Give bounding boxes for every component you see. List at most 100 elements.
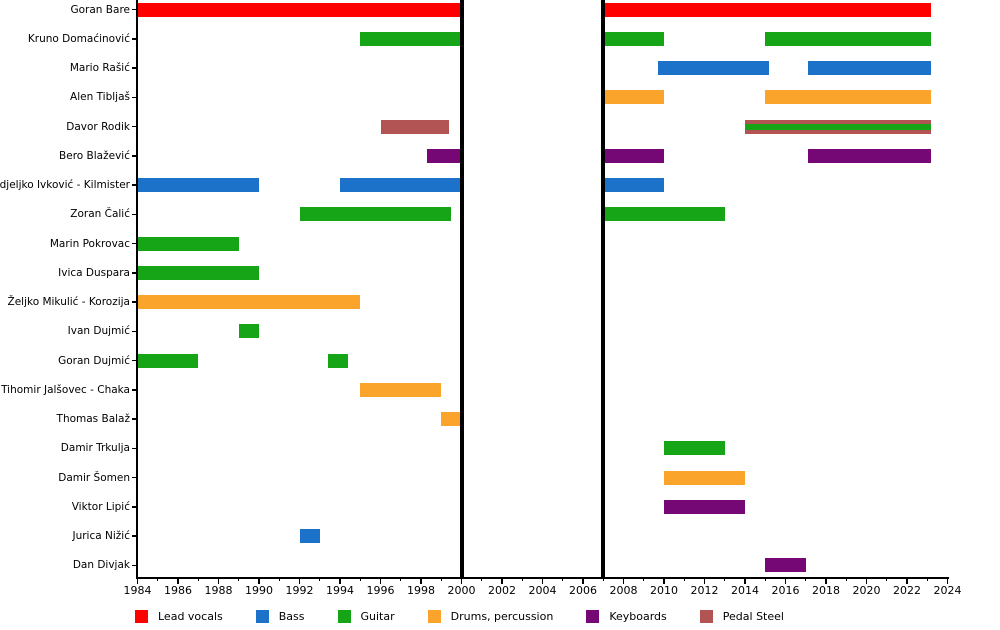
x-axis-major-tick: [420, 578, 422, 584]
timeline-bar: [605, 148, 664, 163]
legend-item: Pedal Steel: [699, 610, 784, 623]
member-label: Goran Dujmić: [58, 354, 130, 367]
x-axis-major-tick: [379, 578, 382, 584]
y-axis-tick: [132, 96, 137, 99]
member-label: Mario Rašić: [69, 62, 130, 75]
year-tick-label: 2020: [852, 583, 881, 597]
legend-item: Guitar: [337, 610, 395, 623]
legend-item: Lead vocals: [135, 610, 223, 623]
legend-item: Drums, percussion: [427, 610, 553, 623]
y-axis-tick: [132, 213, 137, 216]
legend-label: Lead vocals: [158, 610, 223, 623]
x-axis-minor-tick: [197, 578, 199, 581]
member-label: Nedjeljko Ivković - Kilmister: [0, 179, 130, 192]
year-tick-label: 1998: [407, 583, 435, 597]
timeline-bar: [765, 90, 932, 105]
x-axis-major-tick: [906, 578, 908, 584]
x-axis-minor-tick: [683, 578, 685, 581]
y-axis-tick: [132, 125, 137, 128]
timeline-bar: [605, 31, 664, 46]
timeline-bar: [664, 499, 745, 514]
x-axis-major-tick: [339, 578, 341, 584]
year-tick-label: 1984: [123, 583, 152, 597]
x-axis: [135, 576, 949, 579]
year-tick-label: 2024: [933, 583, 962, 597]
legend-item: Keyboards: [586, 610, 667, 623]
x-axis-minor-tick: [521, 578, 523, 581]
year-tick-label: 1990: [245, 583, 273, 597]
x-axis-major-tick: [298, 578, 301, 584]
year-tick-label: 2016: [771, 583, 800, 597]
y-axis-tick: [132, 8, 137, 11]
x-axis-major-tick: [865, 578, 868, 584]
y-axis: [136, 0, 138, 578]
timeline-bar: [441, 412, 462, 427]
x-axis-major-tick: [703, 578, 706, 584]
hiatus-divider-line: [459, 0, 464, 577]
hiatus-divider-line: [601, 0, 606, 577]
x-axis-minor-tick: [238, 578, 240, 581]
y-axis-tick: [132, 447, 137, 450]
x-axis-major-tick: [541, 578, 544, 584]
timeline-bar: [137, 295, 361, 310]
year-tick-label: 2002: [488, 583, 516, 597]
year-tick-label: 1988: [204, 583, 233, 597]
x-axis-minor-tick: [359, 578, 361, 581]
year-tick-label: 1996: [366, 583, 395, 597]
x-axis-minor-tick: [643, 578, 645, 581]
x-axis-major-tick: [946, 578, 949, 584]
y-axis-tick: [132, 330, 137, 333]
member-label: Alen Tibljaš: [70, 91, 130, 104]
timeline-bar: [137, 353, 199, 368]
x-axis-minor-tick: [481, 578, 483, 581]
timeline-bar: [340, 178, 462, 193]
y-axis-tick: [132, 67, 137, 69]
x-axis-major-tick: [582, 578, 584, 584]
member-label: Damir Trkulja: [60, 442, 130, 455]
timeline-bar: [427, 148, 462, 163]
timeline-bar: [137, 2, 462, 17]
legend-label: Guitar: [360, 610, 395, 623]
member-label: Damir Šomen: [58, 471, 130, 484]
year-tick-label: 2010: [650, 583, 678, 597]
member-label: Kruno Domaćinović: [27, 32, 130, 45]
timeline-bar: [238, 324, 259, 339]
member-label: Thomas Balaž: [56, 413, 130, 426]
timeline-bar: [299, 207, 452, 222]
timeline-bar: [137, 236, 239, 251]
year-tick-label: 2000: [447, 583, 476, 597]
legend-label: Pedal Steel: [722, 610, 784, 623]
x-axis-minor-tick: [400, 578, 402, 581]
timeline-bar: [605, 90, 664, 105]
x-axis-minor-tick: [805, 578, 807, 581]
x-axis-minor-tick: [724, 578, 726, 581]
year-tick-label: 1994: [326, 583, 354, 597]
legend: Lead vocals Bass Guitar Drums, percussion Ke…: [135, 610, 784, 623]
member-label: Dan Divjak: [72, 559, 130, 572]
timeline-bar: [765, 31, 932, 46]
x-axis-minor-tick: [278, 578, 280, 581]
x-axis-major-tick: [217, 578, 220, 584]
timeline-bar: [605, 2, 932, 17]
x-axis-major-tick: [744, 578, 746, 584]
y-axis-tick: [132, 506, 137, 508]
y-axis-tick: [132, 476, 137, 479]
timeline-bar: [807, 148, 932, 163]
x-axis-major-tick: [177, 578, 179, 584]
legend-label: Keyboards: [609, 610, 667, 623]
legend-item: Bass: [255, 610, 305, 623]
x-axis-major-tick: [663, 578, 665, 584]
x-axis-minor-tick: [926, 578, 928, 581]
y-axis-tick: [132, 535, 137, 537]
x-axis-minor-tick: [562, 578, 564, 581]
member-label: Zoran Čalić: [70, 208, 130, 221]
y-axis-tick: [132, 184, 137, 186]
timeline-bar: [137, 265, 259, 280]
legend-swatch: [135, 610, 148, 623]
x-axis-minor-tick: [886, 578, 888, 581]
x-axis-minor-tick: [440, 578, 442, 581]
member-label: Ivan Dujmić: [67, 325, 130, 338]
timeline-bar: [664, 441, 725, 456]
timeline-bar: [299, 529, 320, 544]
member-label: Viktor Lipić: [71, 500, 130, 513]
